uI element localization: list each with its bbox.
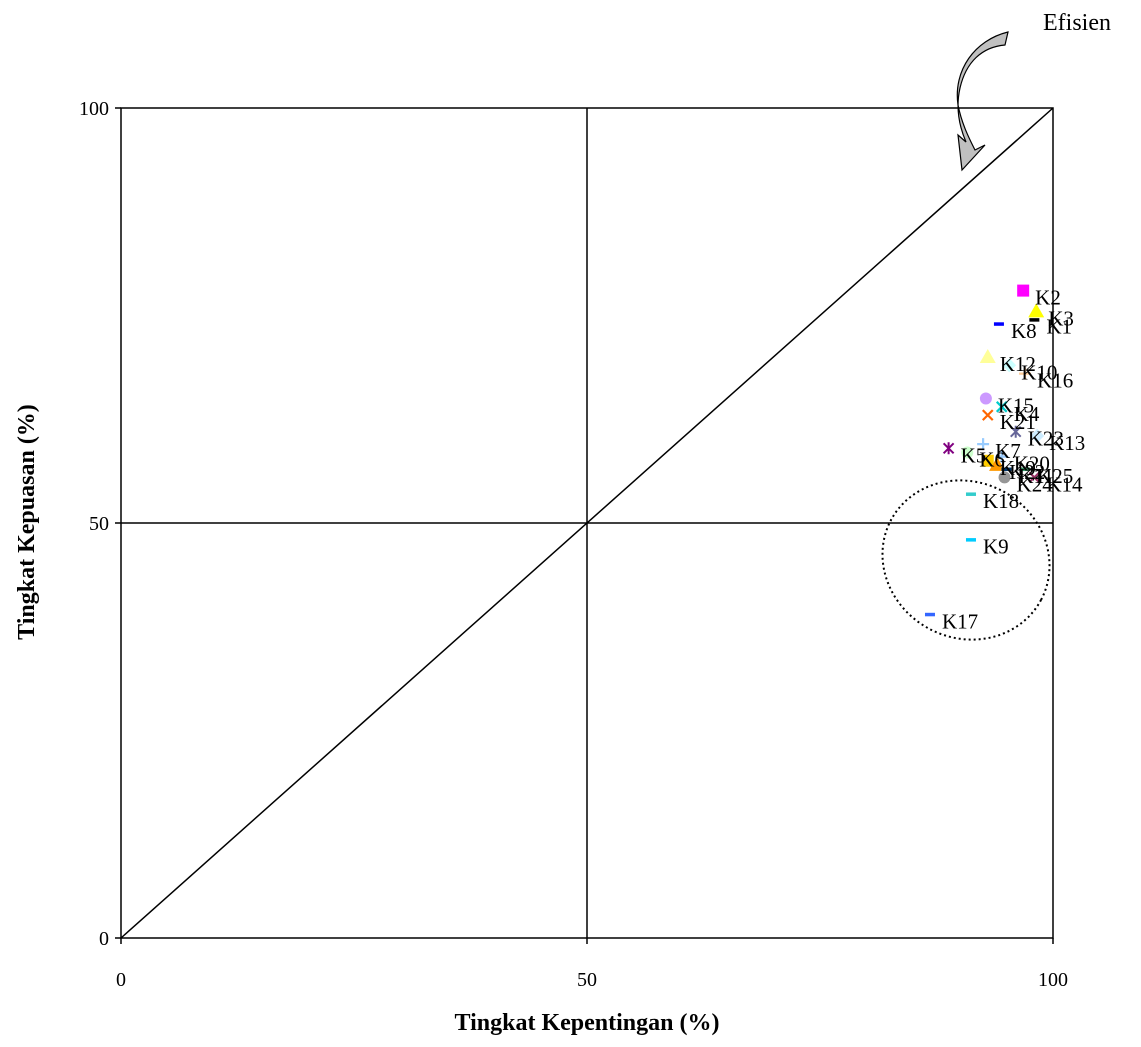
point-label-k3: K3: [1048, 306, 1074, 330]
point-k17: [924, 612, 935, 617]
y-tick-label: 0: [99, 928, 109, 950]
x-tick-label: 0: [116, 969, 126, 991]
point-k7: [977, 438, 990, 451]
point-k25: [1020, 467, 1031, 472]
point-label-k6: K6: [979, 447, 1005, 471]
point-label-k2: K2: [1035, 286, 1061, 310]
point-label-k8: K8: [1011, 319, 1037, 343]
point-k6: [961, 446, 974, 459]
point-label-k13: K13: [1049, 431, 1085, 455]
point-label-k17: K17: [942, 609, 978, 633]
point-label-k18: K18: [983, 489, 1019, 513]
point-label-k9: K9: [983, 535, 1009, 559]
point-k11: [1001, 467, 1012, 472]
point-label-k16: K16: [1037, 369, 1073, 393]
point-k14: [1028, 471, 1041, 484]
point-k1: [1029, 318, 1040, 322]
point-k20: [995, 450, 1008, 463]
axes: 0 50 100 0 50 100: [79, 98, 1068, 991]
x-axis-title: Tingkat Kepentingan (%): [455, 1010, 720, 1036]
point-k18: [965, 492, 976, 496]
point-label-k22: K22: [1009, 460, 1045, 484]
x-tick-label: 50: [577, 969, 597, 991]
point-k13: [1030, 428, 1045, 443]
point-label-k10: K10: [1021, 360, 1057, 384]
point-label-k11: K11: [1018, 464, 1053, 488]
point-k4: [995, 401, 1008, 413]
curved-arrow-icon: [956, 31, 1009, 172]
point-label-k19: K19: [1000, 456, 1036, 480]
point-k23: [1010, 425, 1022, 438]
point-k12: [979, 349, 996, 363]
point-label-k1: K1: [1046, 315, 1072, 339]
plot-area: [120, 107, 1054, 939]
point-k15: [979, 392, 992, 405]
point-label-k24: K24: [1017, 472, 1054, 496]
point-label-k12: K12: [1000, 352, 1036, 376]
point-k9: [965, 538, 976, 542]
point-k8: [993, 322, 1004, 326]
point-k3: [1028, 303, 1045, 318]
point-label-k15: K15: [998, 394, 1034, 418]
highlight-ellipse: [881, 479, 1051, 641]
point-k10: [1002, 358, 1017, 373]
point-k21: [981, 409, 994, 421]
y-tick-label: 50: [89, 513, 109, 535]
point-label-k20: K20: [1014, 452, 1050, 476]
point-label-k14: K14: [1046, 472, 1083, 496]
point-label-k5: K5: [961, 443, 987, 467]
diagonal-reference-line: [120, 107, 1054, 939]
y-tick-label: 100: [79, 98, 109, 120]
point-k22: [989, 456, 1006, 471]
point-k19: [981, 454, 994, 467]
data-points: [924, 284, 1045, 617]
point-label-k7: K7: [995, 439, 1021, 463]
point-k2: [1017, 284, 1030, 297]
point-k24: [998, 471, 1011, 484]
point-label-k4: K4: [1014, 402, 1040, 426]
point-label-k23: K23: [1028, 427, 1064, 451]
efisien-annotation: Efisien: [1043, 10, 1111, 36]
point-label-k21: K21: [1000, 410, 1036, 434]
point-label-k25: K25: [1037, 464, 1073, 488]
x-tick-label: 100: [1038, 969, 1068, 991]
point-k16: [1019, 367, 1032, 380]
y-axis-title: Tingkat Kepuasan (%): [14, 404, 40, 640]
point-k5: [942, 442, 955, 455]
